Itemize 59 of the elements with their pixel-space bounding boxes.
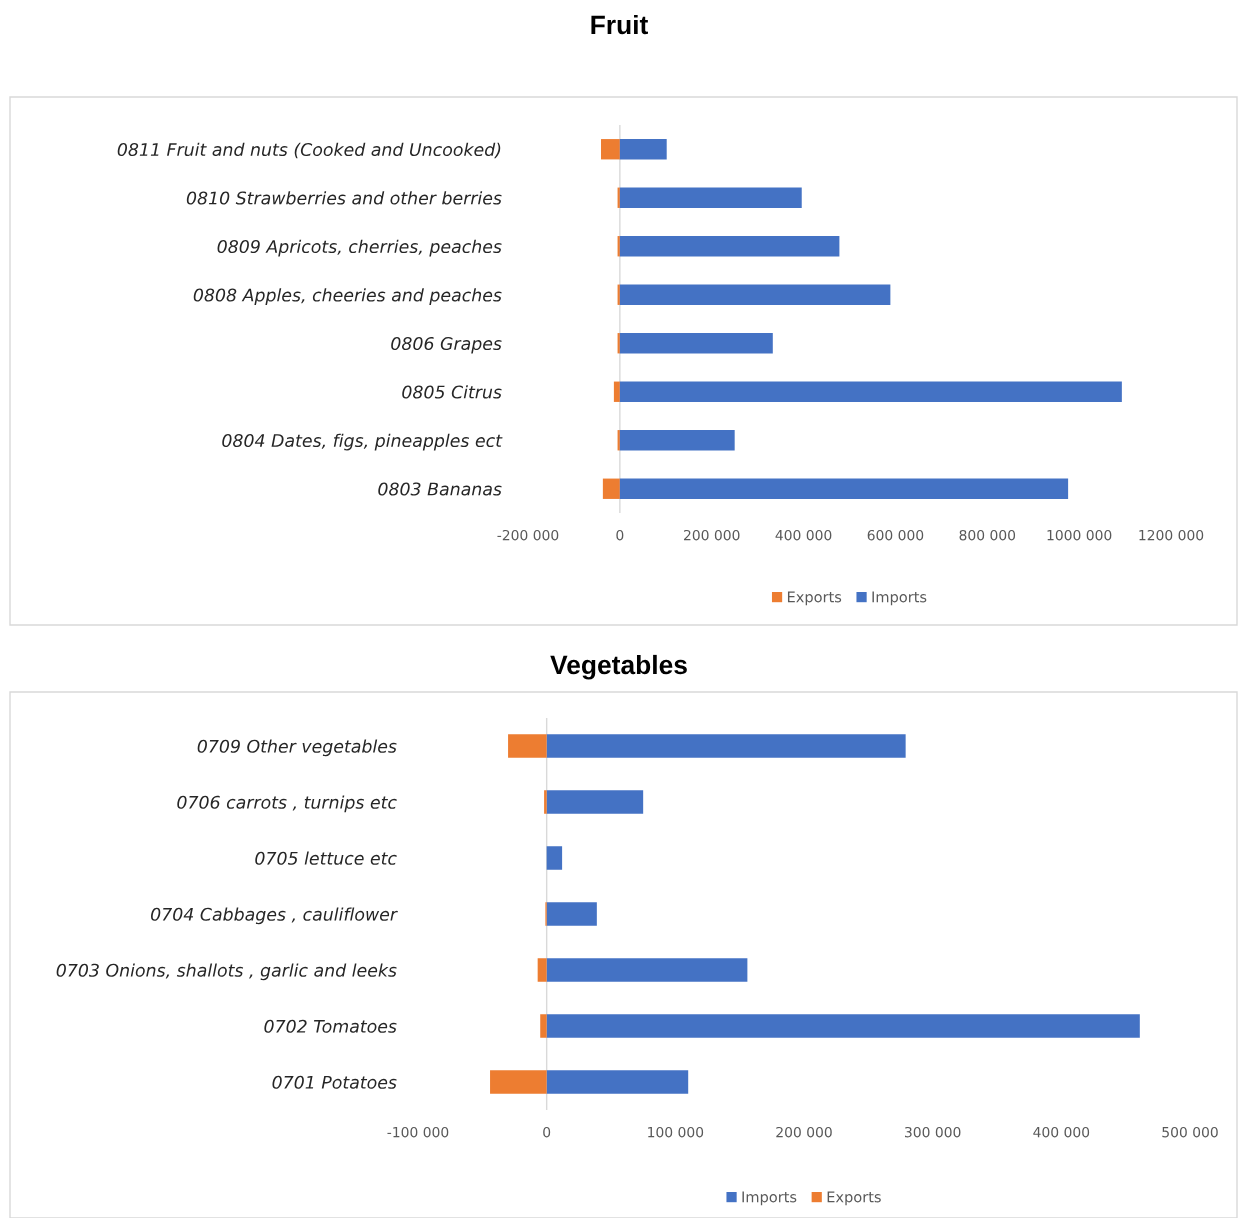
bar bbox=[546, 958, 748, 982]
bar bbox=[537, 958, 547, 982]
y-tick-label: 0806 Grapes bbox=[391, 336, 502, 354]
x-tick-label: 400 000 bbox=[775, 529, 832, 541]
x-tick-label: -100 000 bbox=[387, 1126, 449, 1138]
y-tick-label: 0808 Apples, cheeries and peaches bbox=[193, 288, 502, 305]
bar bbox=[544, 790, 547, 814]
bar bbox=[619, 236, 840, 257]
bar bbox=[602, 478, 620, 499]
x-tick-label: 200 000 bbox=[776, 1126, 832, 1138]
x-tick-label: 100 000 bbox=[648, 1126, 704, 1138]
x-tick-label: 1200 000 bbox=[1139, 529, 1204, 541]
bar bbox=[619, 333, 773, 354]
legend-label: Exports bbox=[787, 591, 842, 606]
bar bbox=[546, 902, 597, 926]
legend-label: Imports bbox=[872, 591, 927, 606]
y-tick-label: 0811 Fruit and nuts (Cooked and Uncooked) bbox=[117, 142, 501, 159]
bar bbox=[490, 1070, 547, 1094]
y-tick-label: 0804 Dates, figs, pineapples ect bbox=[222, 433, 503, 451]
x-tick-label: 500 000 bbox=[1162, 1126, 1218, 1138]
y-tick-label: 0706 carrots , turnips etc bbox=[177, 795, 397, 813]
x-tick-label: 0 bbox=[616, 529, 624, 541]
bar bbox=[508, 734, 547, 758]
bar bbox=[601, 139, 620, 160]
bar bbox=[619, 478, 1069, 499]
y-tick-label: 0701 Potatoes bbox=[272, 1075, 397, 1089]
chart-title: Fruit bbox=[591, 14, 648, 35]
y-tick-label: 0702 Tomatoes bbox=[264, 1019, 397, 1033]
y-tick-label: 0705 lettuce etc bbox=[255, 851, 397, 865]
chart-title: Vegetables bbox=[550, 654, 687, 680]
x-tick-label: 300 000 bbox=[905, 1126, 961, 1138]
bar bbox=[619, 430, 735, 451]
y-tick-label: 0805 Citrus bbox=[402, 385, 502, 399]
x-tick-label: 1000 000 bbox=[1047, 529, 1112, 541]
bar bbox=[619, 284, 891, 305]
bar bbox=[546, 790, 644, 814]
bar bbox=[546, 1070, 689, 1094]
bar bbox=[546, 1014, 1140, 1038]
legend-label: Exports bbox=[827, 1191, 881, 1206]
x-tick-label: 800 000 bbox=[959, 529, 1016, 541]
bar bbox=[540, 1014, 547, 1038]
x-tick-label: 600 000 bbox=[867, 529, 924, 541]
y-tick-label: 0809 Apricots, cherries, peaches bbox=[217, 239, 502, 257]
y-tick-label: 0709 Other vegetables bbox=[197, 739, 397, 757]
x-tick-label: 0 bbox=[543, 1126, 551, 1138]
x-tick-label: 200 000 bbox=[684, 529, 740, 541]
legend-label: Imports bbox=[742, 1191, 797, 1206]
bar bbox=[546, 734, 906, 758]
y-tick-label: 0803 Bananas bbox=[378, 482, 502, 496]
y-tick-label: 0810 Strawberries and other berries bbox=[186, 191, 502, 205]
bar bbox=[619, 139, 667, 160]
y-tick-label: 0704 Cabbages , cauliflower bbox=[151, 907, 398, 925]
bar bbox=[619, 187, 802, 208]
bar bbox=[546, 846, 563, 870]
x-tick-label: -200 000 bbox=[497, 529, 559, 541]
bar bbox=[613, 381, 620, 402]
bar bbox=[619, 381, 1122, 402]
y-tick-label: 0703 Onions, shallots , garlic and leeks bbox=[56, 963, 397, 981]
x-tick-label: 400 000 bbox=[1033, 1126, 1090, 1138]
